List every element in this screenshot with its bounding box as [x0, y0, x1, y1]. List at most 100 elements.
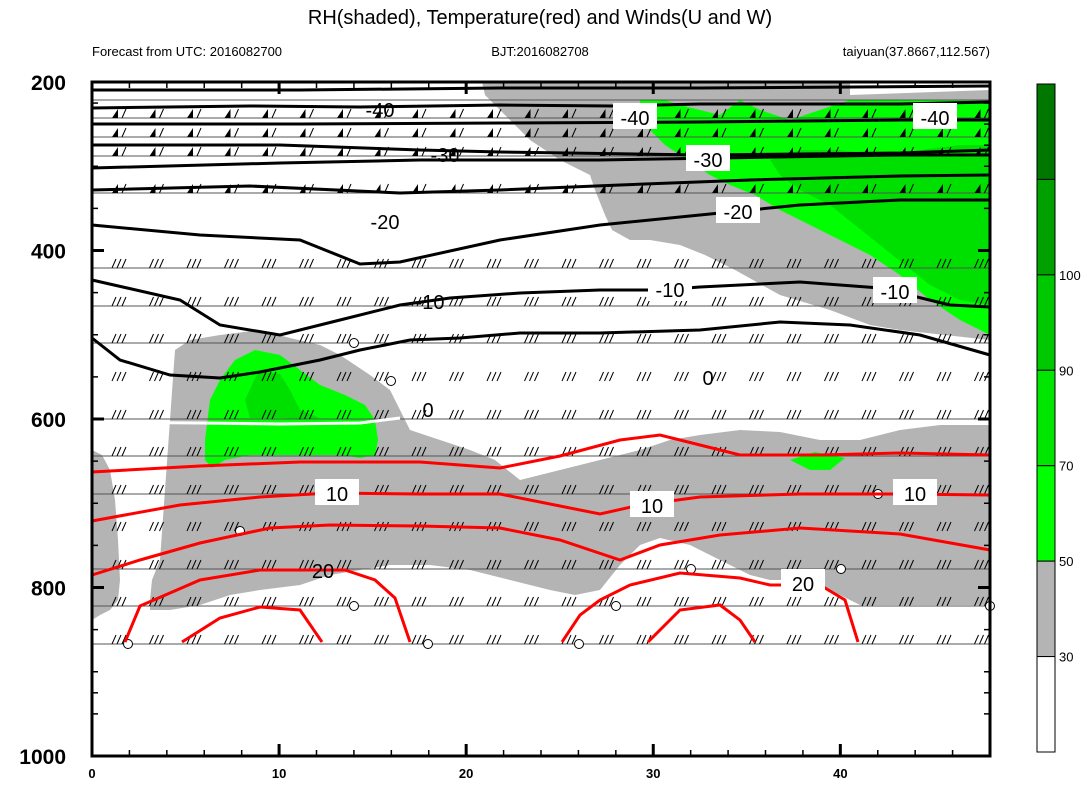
wind-barb — [834, 559, 839, 570]
wind-barb — [679, 521, 684, 532]
wind-barb — [346, 371, 352, 382]
wind-barb — [641, 258, 647, 269]
wind-barb — [266, 296, 272, 307]
calm-wind-circle — [349, 601, 359, 611]
wind-barb — [646, 596, 652, 607]
wind-barb — [154, 484, 159, 495]
wind-barb — [299, 128, 306, 137]
wind-barb — [571, 521, 577, 532]
wind-barb — [524, 484, 529, 495]
contour-label: 0 — [422, 400, 433, 422]
wind-barb — [566, 409, 572, 420]
wind-barb — [149, 258, 154, 269]
wind-barb — [191, 258, 197, 269]
wind-barb — [229, 634, 234, 645]
wind-barb — [384, 371, 389, 382]
wind-barb — [679, 559, 684, 570]
calm-wind-circle — [611, 601, 621, 611]
wind-barb — [491, 559, 497, 570]
wind-barb — [411, 446, 417, 457]
calm-wind-circle — [836, 564, 846, 574]
wind-barb — [149, 147, 156, 156]
wind-barb — [496, 127, 502, 138]
wind-barb — [871, 183, 877, 194]
wind-barb — [186, 484, 192, 495]
wind-barb — [609, 596, 614, 607]
wind-barb — [604, 296, 609, 307]
wind-barb — [862, 128, 868, 137]
wind-barb — [984, 296, 989, 307]
wind-barb — [937, 184, 943, 193]
y-tick-label: 1000 — [19, 746, 66, 769]
wind-barb — [754, 484, 759, 495]
wind-barb — [791, 634, 797, 645]
wind-barb — [496, 409, 502, 420]
wind-barb — [116, 371, 122, 382]
wind-barb — [529, 596, 534, 607]
wind-barb — [787, 109, 793, 118]
wind-barb — [684, 371, 689, 382]
wind-barb — [974, 184, 981, 193]
wind-barb — [196, 409, 202, 420]
wind-barb — [979, 559, 984, 570]
wind-barb — [266, 634, 272, 645]
wind-barb — [974, 634, 979, 645]
wind-barb — [834, 108, 839, 119]
wind-barb — [121, 371, 127, 382]
wind-barb — [834, 296, 839, 307]
wind-barb — [759, 596, 764, 607]
wind-barb — [271, 596, 277, 607]
wind-barb — [946, 127, 952, 138]
wind-barb — [529, 484, 534, 495]
wind-barb — [754, 521, 759, 532]
wind-barb — [871, 559, 877, 570]
wind-barb — [824, 109, 831, 118]
wind-barb — [234, 634, 239, 645]
wind-barb — [459, 596, 464, 607]
wind-barb — [721, 296, 727, 307]
wind-barb — [346, 333, 352, 344]
y-tick-label: 400 — [31, 241, 66, 264]
colorbar-segment — [1036, 83, 1056, 180]
wind-barb — [421, 258, 427, 269]
wind-barb — [454, 634, 459, 645]
wind-barb — [299, 409, 304, 420]
contour-label-box — [630, 491, 674, 517]
wind-barb — [974, 596, 979, 607]
wind-barb — [599, 109, 606, 118]
wind-barb — [121, 446, 127, 457]
wind-barb — [946, 371, 952, 382]
wind-barb — [899, 521, 904, 532]
wind-barb — [234, 559, 239, 570]
wind-barb — [904, 634, 909, 645]
wind-barb — [941, 258, 947, 269]
wind-barb — [524, 559, 529, 570]
contour-label: 20 — [312, 561, 334, 583]
wind-barb — [299, 446, 304, 457]
rh-gray-region-middle — [150, 330, 990, 610]
wind-barb — [449, 634, 454, 645]
wind-barb — [196, 296, 202, 307]
wind-barb — [411, 596, 417, 607]
contour-label: -30 — [694, 150, 723, 172]
wind-barb — [721, 634, 727, 645]
wind-barb — [754, 559, 759, 570]
wind-barb — [566, 596, 572, 607]
wind-barb — [866, 409, 872, 420]
wind-barb — [566, 258, 572, 269]
wind-barb — [534, 108, 539, 119]
wind-barb — [187, 128, 193, 137]
wind-barb — [721, 333, 727, 344]
wind-barb — [149, 484, 154, 495]
wind-barb — [416, 258, 422, 269]
wind-barb — [834, 127, 839, 138]
wind-barb — [974, 109, 981, 118]
wind-barb — [304, 296, 309, 307]
wind-barb — [974, 128, 981, 137]
wind-barb — [524, 521, 529, 532]
wind-barb — [524, 371, 529, 382]
wind-barb — [871, 596, 877, 607]
wind-barb — [899, 184, 906, 193]
wind-barb — [716, 484, 722, 495]
wind-barb — [791, 409, 797, 420]
